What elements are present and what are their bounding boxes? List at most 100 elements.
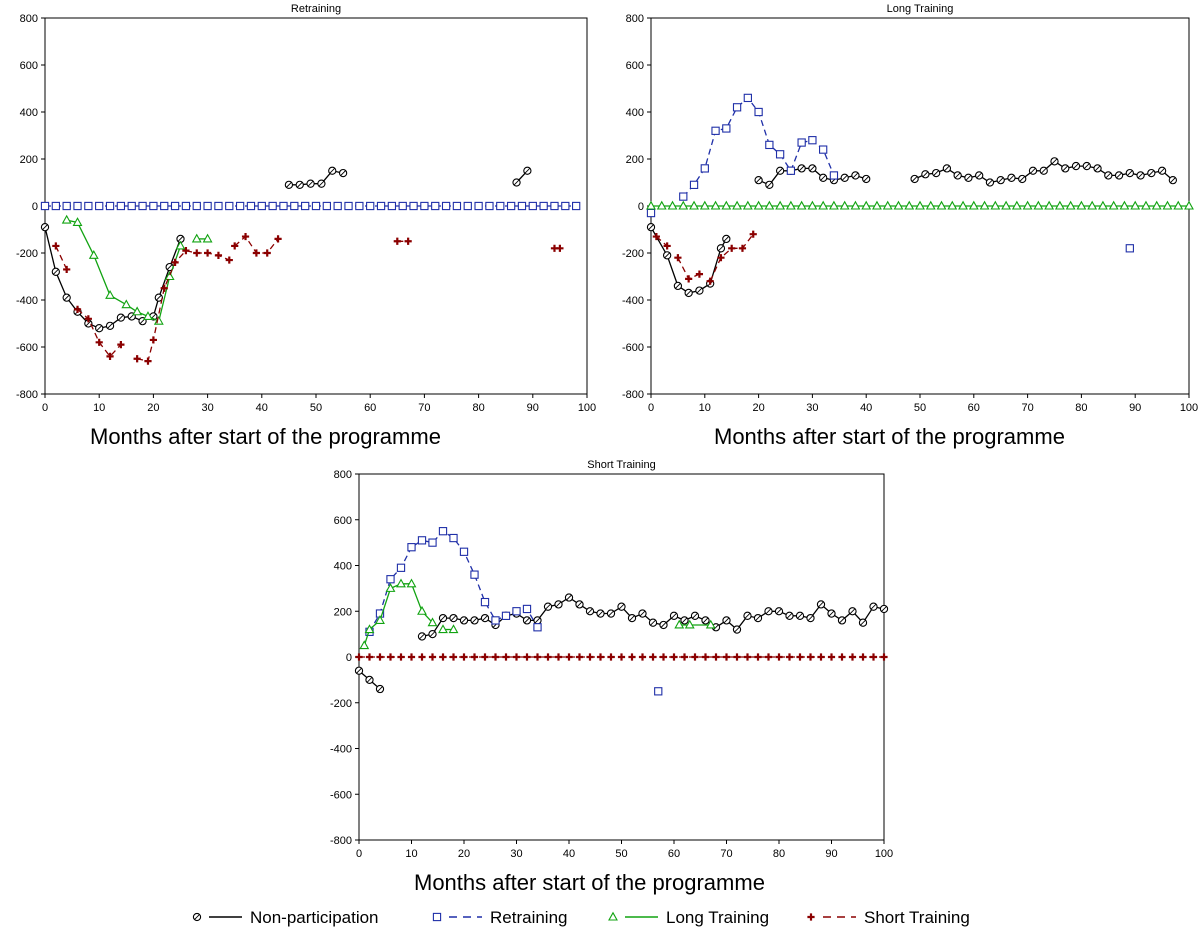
series-short-training [355,653,888,661]
point-retraining [268,201,277,211]
y-tick-label: 800 [334,469,352,481]
point-long-training [958,200,968,210]
y-tick-label: 600 [626,60,644,72]
line-non-participation [650,226,727,294]
point-long-training [979,200,990,210]
point-long-training [893,200,904,210]
point-long-training [164,271,175,281]
point-retraining [452,201,462,211]
point-short-training [691,653,699,661]
point-long-training [72,217,83,226]
point-non-participation [765,180,774,189]
point-non-participation [673,281,683,291]
y-tick-label: -600 [622,342,644,354]
point-short-training [544,653,552,661]
point-short-training [95,338,103,346]
point-short-training [638,653,647,661]
point-non-participation [806,613,815,623]
point-retraining [428,538,437,547]
point-long-training [721,200,732,210]
y-tick-label: 600 [20,60,38,72]
y-tick-label: -600 [330,789,352,801]
point-short-training [701,653,710,661]
point-short-training [695,270,704,278]
point-long-training [1065,200,1076,210]
point-long-training [417,605,427,615]
point-short-training [785,653,794,661]
point-non-participation [375,684,385,694]
x-tick-label: 50 [914,402,926,414]
series-long-training [359,578,716,650]
point-non-participation [716,244,726,253]
point-non-participation [797,164,806,173]
point-non-participation [154,293,163,302]
point-short-training [263,249,271,257]
point-retraining [386,575,395,584]
point-short-training [743,653,752,661]
point-non-participation [617,602,626,611]
legend-marker-retraining [432,912,442,922]
point-non-participation [646,222,656,232]
legend-item-non-participation: Non-participation [192,908,379,927]
point-non-participation [449,613,458,623]
point-non-participation [837,616,847,625]
y-tick-label: 600 [334,515,352,527]
point-non-participation [879,604,889,614]
point-long-training [396,578,406,588]
legend-marker-non-participation [192,912,202,922]
point-retraining [561,201,570,211]
point-non-participation [996,175,1005,185]
point-retraining [235,201,245,211]
point-non-participation [470,616,479,625]
point-short-training [617,653,626,661]
point-short-training [554,653,563,661]
point-retraining [160,201,169,211]
y-tick-label: 200 [20,154,38,166]
point-non-participation [176,234,185,244]
point-non-participation [459,616,469,625]
point-long-training [448,624,459,634]
point-non-participation [512,178,521,187]
point-long-training [359,640,370,650]
point-retraining [819,145,828,154]
x-axis-caption-retraining: Months after start of the programme [90,424,441,449]
point-long-training [191,233,202,243]
point-non-participation [848,607,857,616]
point-non-participation [869,602,878,611]
point-long-training [947,200,958,210]
point-retraining [51,201,60,211]
x-tick-label: 90 [825,848,837,860]
point-long-training [828,200,839,210]
point-non-participation [40,222,50,232]
x-tick-label: 20 [147,402,159,414]
point-non-participation [585,607,595,616]
y-tick-label: 800 [626,13,644,25]
point-non-participation [1157,166,1167,175]
point-non-participation [417,632,427,641]
point-retraining [431,201,440,211]
legend-label-long-training: Long Training [666,908,769,927]
point-short-training [848,653,857,661]
point-retraining [646,208,656,218]
chart-retraining: Retraining -800 -600 -400 -200 0 200 400 600 800 0… [16,3,596,414]
point-non-participation [774,607,784,616]
y-tick-label: -800 [16,389,38,401]
point-long-training [904,200,915,210]
point-short-training [404,237,412,245]
point-retraining [533,623,542,632]
point-non-participation [669,611,679,620]
point-non-participation [1028,166,1038,175]
point-non-participation [851,171,860,180]
point-non-participation [554,600,563,609]
y-tick-label: 400 [626,107,644,119]
point-non-participation [105,321,115,330]
x-axis-caption-short-training: Months after start of the programme [414,870,765,895]
point-non-participation [921,170,930,179]
point-short-training [225,256,233,264]
point-non-participation [931,168,941,178]
point-long-training [121,299,132,309]
point-non-participation [816,600,826,609]
point-retraining [420,201,429,211]
line-short-training [655,236,668,247]
point-long-training [818,200,829,210]
